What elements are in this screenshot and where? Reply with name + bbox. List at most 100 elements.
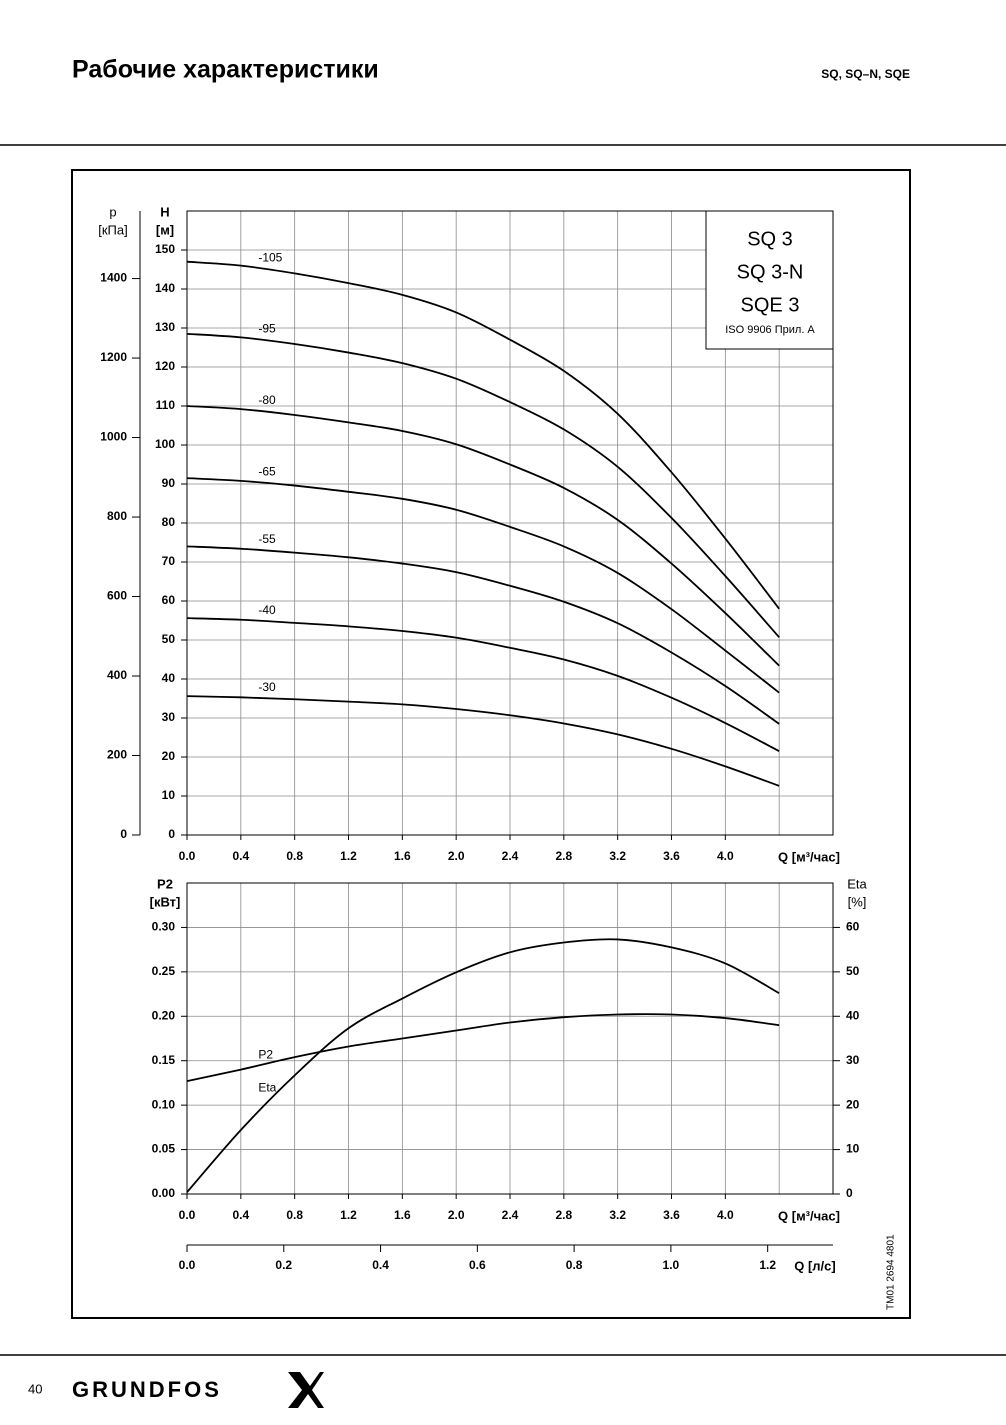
y-tick-label: 40 bbox=[162, 671, 176, 685]
x-axis-label: Q [м³/час] bbox=[778, 1208, 840, 1223]
x-tick-label: 1.6 bbox=[394, 1208, 411, 1222]
y-tick-label: 0.20 bbox=[152, 1008, 176, 1022]
y2-tick-label: 0 bbox=[120, 827, 127, 841]
y-tick-label: 0.00 bbox=[152, 1186, 176, 1200]
y-tick-label: 70 bbox=[162, 554, 176, 568]
y-tick-label: 150 bbox=[155, 242, 175, 256]
x-tick-label: 2.0 bbox=[448, 849, 465, 863]
page-number: 40 bbox=[28, 1381, 42, 1396]
x2-tick-label: 0.2 bbox=[275, 1258, 292, 1272]
x-tick-label: 4.0 bbox=[717, 849, 734, 863]
y-tick-label: 120 bbox=[155, 359, 175, 373]
y-tick-label: 0.05 bbox=[152, 1142, 176, 1156]
x2-tick-label: 0.6 bbox=[469, 1258, 486, 1272]
model-name: SQE 3 bbox=[741, 294, 800, 316]
y2-tick-label: 400 bbox=[107, 668, 127, 682]
y2-tick-label: 30 bbox=[846, 1053, 860, 1067]
models: SQ, SQ–N, SQE bbox=[821, 67, 910, 81]
y-tick-label: 130 bbox=[155, 320, 175, 334]
x-tick-label: 0.4 bbox=[232, 849, 249, 863]
model-name: SQ 3-N bbox=[737, 261, 804, 283]
y-tick-label: 60 bbox=[162, 593, 176, 607]
x-tick-label: 0.8 bbox=[286, 1208, 303, 1222]
curve bbox=[186, 617, 780, 752]
y2-axis-label: p bbox=[109, 204, 116, 219]
y2-tick-label: 10 bbox=[846, 1142, 860, 1156]
y-axis-label: P2 bbox=[157, 876, 173, 891]
curve-label: P2 bbox=[258, 1048, 273, 1062]
y-tick-label: 0.30 bbox=[152, 920, 176, 934]
model-box bbox=[705, 210, 834, 350]
y2-tick-label: 600 bbox=[107, 589, 127, 603]
standard: ISO 9906 Прил. A bbox=[725, 324, 815, 336]
y-tick-label: 0.10 bbox=[152, 1097, 176, 1111]
curve-label: -40 bbox=[258, 603, 276, 617]
curve bbox=[186, 260, 780, 610]
y2-axis-label: [%] bbox=[848, 894, 867, 909]
x2-tick-label: 1.0 bbox=[663, 1258, 680, 1272]
x-tick-label: 1.2 bbox=[340, 1208, 357, 1222]
x-tick-label: 2.8 bbox=[555, 849, 572, 863]
x-tick-label: 3.6 bbox=[663, 1208, 680, 1222]
curve-label: -55 bbox=[258, 532, 276, 546]
curve bbox=[186, 695, 780, 787]
y-axis-label: [м] bbox=[156, 222, 174, 237]
x2-tick-label: 0.8 bbox=[566, 1258, 583, 1272]
x-tick-label: 3.2 bbox=[609, 1208, 626, 1222]
y-tick-label: 140 bbox=[155, 281, 175, 295]
x-tick-label: 0.4 bbox=[232, 1208, 249, 1222]
y-tick-label: 30 bbox=[162, 710, 176, 724]
curve bbox=[186, 1013, 780, 1083]
y2-tick-label: 50 bbox=[846, 964, 860, 978]
brand-logo bbox=[288, 1372, 324, 1408]
curve bbox=[186, 332, 780, 638]
curve-label: -30 bbox=[258, 680, 276, 694]
x-tick-label: 1.6 bbox=[394, 849, 411, 863]
curve-label: -80 bbox=[258, 393, 276, 407]
curve-label: -95 bbox=[258, 322, 276, 336]
y2-tick-label: 0 bbox=[846, 1186, 853, 1200]
curve bbox=[186, 477, 780, 694]
y2-tick-label: 800 bbox=[107, 509, 127, 523]
x2-axis-label: Q [л/с] bbox=[794, 1258, 835, 1273]
x2-tick-label: 0.0 bbox=[179, 1258, 196, 1272]
x2-tick-label: 0.4 bbox=[372, 1258, 389, 1272]
y-axis-label: [кВт] bbox=[150, 894, 181, 909]
y2-tick-label: 1400 bbox=[100, 271, 127, 285]
y2-axis-label: Eta bbox=[847, 876, 867, 891]
curve bbox=[186, 938, 780, 1193]
x-tick-label: 0.0 bbox=[179, 1208, 196, 1222]
x-tick-label: 3.2 bbox=[609, 849, 626, 863]
x-tick-label: 0.8 bbox=[286, 849, 303, 863]
x-axis-label: Q [м³/час] bbox=[778, 849, 840, 864]
x-tick-label: 3.6 bbox=[663, 849, 680, 863]
frame bbox=[71, 169, 911, 1319]
curve bbox=[186, 405, 780, 667]
y-tick-label: 50 bbox=[162, 632, 176, 646]
x2-tick-label: 1.2 bbox=[759, 1258, 776, 1272]
y-tick-label: 100 bbox=[155, 437, 175, 451]
charts: 0.0 0.4 0.8 1.2 1.6 2.0 2.4 2.8 3.2 3.6 4.0 Q [м³/ч… bbox=[98, 204, 867, 1273]
y2-tick-label: 40 bbox=[846, 1008, 860, 1022]
y-tick-label: 0.25 bbox=[152, 964, 176, 978]
curve-label: Eta bbox=[258, 1080, 276, 1094]
x-tick-label: 1.2 bbox=[340, 849, 357, 863]
y2-tick-label: 200 bbox=[107, 748, 127, 762]
y2-tick-label: 20 bbox=[846, 1097, 860, 1111]
x-tick-label: 0.0 bbox=[179, 849, 196, 863]
drawing-code: TM01 2694 4801 bbox=[886, 1234, 897, 1310]
y-axis-label: H bbox=[160, 204, 169, 219]
x-tick-label: 2.4 bbox=[502, 849, 519, 863]
y-tick-label: 90 bbox=[162, 476, 176, 490]
logo-mark bbox=[288, 1372, 324, 1408]
y-tick-label: 10 bbox=[162, 788, 176, 802]
x-tick-label: 2.4 bbox=[502, 1208, 519, 1222]
curve-label: -105 bbox=[258, 250, 282, 264]
model-name: SQ 3 bbox=[747, 228, 793, 250]
y2-axis-label: [кПа] bbox=[98, 222, 128, 237]
y-tick-label: 0 bbox=[168, 827, 175, 841]
page-title: Рабочие характеристики bbox=[72, 56, 379, 84]
y2-tick-label: 1200 bbox=[100, 350, 127, 364]
